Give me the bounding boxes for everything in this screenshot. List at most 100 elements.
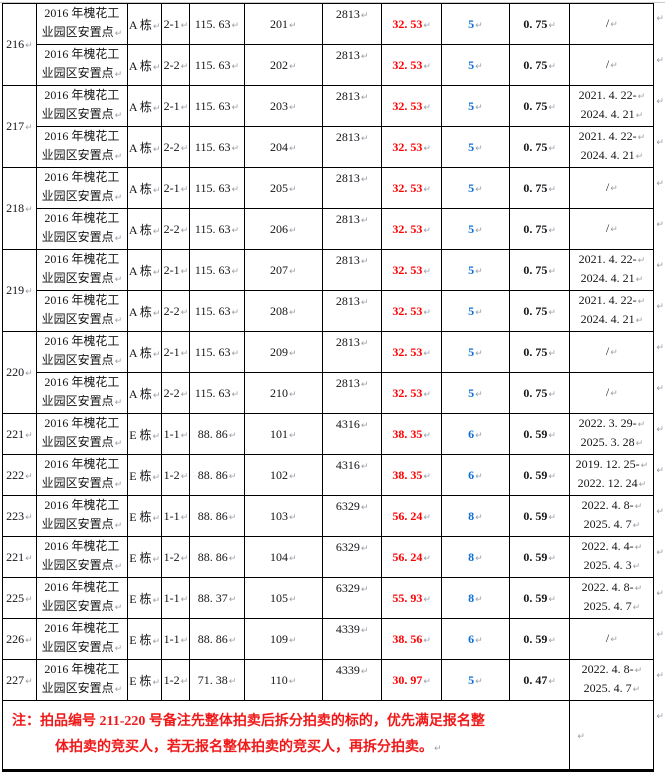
cell-blue-value: 5↵ [440, 331, 510, 373]
pilcrow-mark-icon: ↵ [638, 480, 647, 490]
cell-red-value: 32. 53↵ [381, 249, 442, 291]
cell-blue-value: 8↵ [440, 495, 510, 537]
cell-blue-value: 5↵ [440, 167, 510, 209]
pilcrow-mark-icon: ↵ [656, 301, 664, 312]
row-end-mark: ↵ [654, 578, 665, 619]
cell-location-text: 2016 年槐花工 [44, 6, 120, 20]
pilcrow-mark-icon: ↵ [289, 20, 297, 31]
pilcrow-mark-icon: ↵ [231, 266, 240, 277]
cell-area-text: 115. 63 [194, 16, 231, 31]
cell-price-text: 2813 [335, 48, 360, 62]
cell-price: 4316↵ [321, 413, 383, 455]
pilcrow-mark-icon: ↵ [360, 93, 369, 103]
pilcrow-mark-icon: ↵ [475, 20, 483, 31]
pilcrow-mark-icon: ↵ [289, 225, 297, 236]
pilcrow-mark-icon: ↵ [25, 430, 33, 441]
cell-room-text: 110 [270, 672, 288, 687]
cell-date: /↵ [569, 44, 655, 86]
cell-location-text: 2016 年槐花工 [44, 621, 120, 635]
pilcrow-mark-icon: ↵ [423, 61, 431, 72]
pilcrow-mark-icon: ↵ [289, 471, 297, 482]
pilcrow-mark-icon: ↵ [423, 512, 431, 523]
pilcrow-mark-icon: ↵ [180, 594, 189, 605]
cell-room: 207↵ [243, 249, 323, 291]
cell-date: 2022. 4. 8-↵ 2025. 4. 7↵ [569, 495, 655, 537]
pilcrow-mark-icon: ↵ [423, 430, 431, 441]
cell-area: 88. 37↵ [189, 577, 245, 619]
cell-price-text: 4339 [335, 663, 360, 677]
cell-location-line: 业园区安置点↵ [37, 146, 126, 167]
cell-bold-value-text: 0. 75 [523, 180, 548, 195]
row-end-mark: ↵ [654, 86, 665, 127]
cell-location-text: 业园区安置点 [41, 189, 114, 203]
cell-blue-value: 6↵ [440, 618, 510, 660]
cell-date-line: /↵ [571, 384, 653, 403]
cell-location: 2016 年槐花工 业园区安置点↵ [35, 536, 128, 578]
pilcrow-mark-icon: ↵ [152, 636, 161, 647]
cell-building: A 栋↵ [126, 167, 163, 209]
cell-price: 4316↵ [321, 454, 383, 496]
cell-date: 2021. 4. 22-↵ 2024. 4. 21↵ [569, 126, 655, 168]
cell-location-text: 2016 年槐花工 [44, 662, 120, 676]
row-end-mark: ↵ [654, 660, 665, 701]
cell-location: 2016 年槐花工 业园区安置点↵ [35, 454, 128, 496]
cell-location-text: 业园区安置点 [41, 66, 114, 80]
cell-room: 110↵ [243, 659, 323, 701]
table-row: 2016 年槐花工 业园区安置点↵ A 栋↵ 2-2↵ 115. 63↵ 202↵ 2813… [3, 44, 665, 86]
cell-room-text: 105 [270, 590, 289, 605]
pilcrow-mark-icon: ↵ [634, 666, 643, 676]
pilcrow-mark-icon: ↵ [610, 634, 618, 645]
cell-unit-text: 1-1 [163, 508, 180, 523]
table-row: 219↵ 2016 年槐花工 业园区安置点↵ A 栋↵ 2-1↵ 115. 63↵ 207↵… [2, 249, 665, 332]
cell-room-text: 208 [270, 303, 289, 318]
cell-price-text: 6329 [335, 581, 360, 595]
cell-price-text: 2813 [335, 376, 360, 390]
pilcrow-mark-icon: ↵ [152, 267, 161, 278]
cell-area-text: 115. 63 [194, 57, 231, 72]
cell-lot-no: 222↵ [2, 454, 37, 496]
cell-room: 201↵ [243, 2, 323, 45]
cell-price-text: 2813 [335, 212, 360, 226]
pilcrow-mark-icon: ↵ [289, 594, 297, 605]
cell-blue-value-text: 6 [468, 631, 475, 646]
cell-red-value-text: 38. 35 [392, 467, 423, 482]
pilcrow-mark-icon: ↵ [114, 152, 123, 162]
cell-bold-value-text: 0. 75 [523, 385, 548, 400]
pilcrow-mark-icon: ↵ [610, 388, 618, 399]
cell-area: 88. 86↵ [189, 495, 245, 537]
cell-location-text: 2016 年槐花工 [44, 334, 120, 348]
pilcrow-mark-icon: ↵ [152, 62, 161, 73]
pilcrow-mark-icon: ↵ [360, 339, 369, 349]
pilcrow-mark-icon: ↵ [656, 547, 664, 558]
cell-blue-value: 8↵ [440, 577, 510, 619]
pilcrow-mark-icon: ↵ [548, 143, 556, 154]
cell-red-value-text: 32. 53 [392, 180, 423, 195]
cell-bold-value: 0. 75↵ [508, 249, 571, 291]
pilcrow-mark-icon: ↵ [228, 676, 237, 687]
pilcrow-mark-icon: ↵ [114, 521, 123, 531]
cell-red-value-text: 32. 53 [392, 303, 423, 318]
cell-unit: 1-1↵ [161, 577, 191, 619]
row-end-mark: ↵ [654, 250, 665, 291]
pilcrow-mark-icon: ↵ [289, 184, 297, 195]
pilcrow-mark-icon: ↵ [610, 347, 618, 358]
cell-location-text: 2016 年槐花工 [44, 416, 120, 430]
pilcrow-mark-icon: ↵ [548, 471, 556, 482]
cell-date-text: 2025. 3. 28 [580, 435, 635, 449]
cell-bold-value-text: 0. 59 [523, 508, 548, 523]
cell-room: 205↵ [243, 167, 323, 209]
cell-building: E 栋↵ [126, 618, 163, 660]
cell-location-text: 业园区安置点 [41, 599, 114, 613]
row-end-mark: ↵ [654, 619, 665, 660]
cell-price-text: 4316 [335, 458, 360, 472]
pilcrow-mark-icon: ↵ [548, 20, 556, 31]
pilcrow-mark-icon: ↵ [289, 348, 297, 359]
cell-red-value: 32. 53↵ [381, 2, 442, 45]
pilcrow-mark-icon: ↵ [180, 61, 189, 72]
pilcrow-mark-icon: ↵ [25, 41, 33, 51]
pilcrow-mark-icon: ↵ [656, 588, 664, 599]
pilcrow-mark-icon: ↵ [610, 60, 618, 71]
cell-lot-no-text: 217 [6, 119, 25, 133]
cell-building-text: A 栋 [128, 58, 152, 73]
pilcrow-mark-icon: ↵ [475, 512, 483, 523]
